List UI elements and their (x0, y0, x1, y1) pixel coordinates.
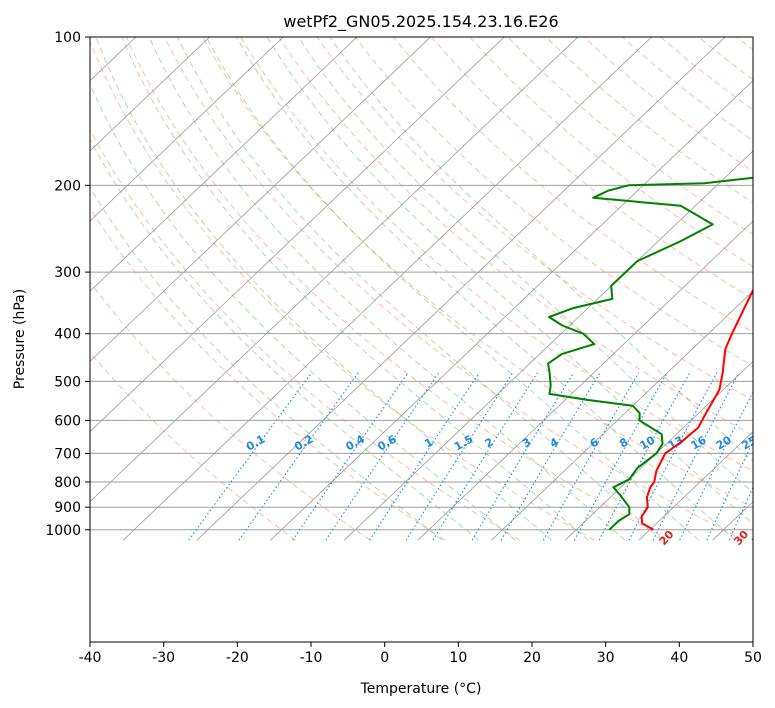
moist-adiabat-line (266, 37, 753, 525)
mixing-ratio-line (325, 372, 440, 541)
dewpoint-line (547, 176, 753, 531)
moist-adiabat-line (148, 37, 626, 541)
isotherm-line (270, 80, 753, 541)
moist-adiabat-line (329, 37, 753, 462)
y-tick-label: 1000 (45, 523, 81, 539)
dry-adiabat-line (240, 37, 753, 472)
y-tick-label: 200 (54, 178, 81, 194)
dry-adiabat-line (202, 37, 753, 509)
moist-adiabat-line (95, 37, 553, 541)
x-tick-label: -10 (300, 650, 323, 666)
isotherm-line (90, 37, 432, 362)
mixing-ratio-line (751, 536, 753, 541)
isotherm-line (491, 290, 753, 541)
mixing-ratio-line (238, 372, 359, 541)
y-tick-label: 600 (54, 413, 81, 429)
x-tick-label: 10 (449, 650, 467, 666)
y-axis-label: Pressure (hPa) (12, 289, 28, 389)
x-tick-label: 0 (380, 650, 389, 666)
mixing-ratio-line (188, 372, 313, 541)
isotherm-line (638, 430, 753, 541)
moist-adiabat-line (297, 37, 753, 494)
mixing-ratio-line (292, 372, 409, 541)
chart-title: wetPf2_GN05.2025.154.23.16.E26 (283, 12, 558, 32)
mixing-ratio-line (542, 372, 640, 541)
moist-adiabat-line (90, 83, 516, 541)
dry-adiabat-line (90, 128, 521, 541)
isotherm-line (90, 37, 358, 292)
x-tick-label: -40 (79, 650, 102, 666)
plot-frame (89, 36, 754, 643)
x-axis: -40 -30 -20 -10 0 10 20 30 40 50 (79, 642, 762, 666)
isotherm-line (90, 37, 211, 152)
x-tick-label: -30 (152, 650, 175, 666)
isotherm-line (90, 37, 505, 433)
isotherm-line (196, 37, 726, 541)
x-tick-label: 30 (597, 650, 615, 666)
background-lines (0, 26, 775, 541)
moist-adiabat-line (235, 37, 737, 541)
x-axis-label: Temperature (°C) (360, 681, 482, 697)
y-tick-label: 300 (54, 265, 81, 281)
dry-adiabat-line (90, 40, 595, 541)
dry-adiabat-line (90, 207, 446, 541)
x-tick-label: 40 (670, 650, 688, 666)
dry-adiabat-line (125, 37, 670, 541)
isotherm-line (90, 37, 579, 503)
x-tick-label: 20 (523, 650, 541, 666)
isotherm-line (122, 37, 653, 541)
dry-adiabat-line (430, 37, 753, 300)
x-tick-label: -20 (226, 650, 249, 666)
dry-adiabat-line (469, 37, 753, 268)
y-tick-label: 700 (54, 446, 81, 462)
moist-adiabat-line (176, 37, 663, 541)
y-tick-label: 900 (54, 500, 81, 516)
isotherm-line (90, 37, 284, 222)
y-tick-label: 800 (54, 475, 81, 491)
dry-adiabat-line (392, 37, 753, 333)
plot-area (90, 37, 753, 642)
y-axis: 100 200 300 400 500 600 700 800 900 1000 (45, 30, 90, 539)
dry-adiabat-line (761, 26, 775, 540)
mixing-ratio-line (652, 372, 740, 541)
moist-adiabat-line (205, 37, 700, 541)
moist-adiabat-line (90, 186, 443, 541)
isotherm-line (417, 220, 753, 541)
mixing-ratio-label: 30 (761, 433, 775, 452)
dry-adiabat-line (90, 280, 371, 541)
dry-adiabat-line (163, 37, 745, 541)
y-tick-label: 100 (54, 30, 81, 46)
x-tick-label: 50 (744, 650, 762, 666)
y-tick-label: 400 (54, 327, 81, 343)
mixing-ratio-line (500, 372, 601, 541)
mixing-ratio-line (369, 372, 480, 541)
mixing-ratio-line (405, 372, 514, 541)
mixing-ratio-line (628, 372, 718, 541)
mixing-ratio-line (573, 372, 668, 541)
temperature-line (640, 288, 753, 531)
mixing-ratio-label: 25 (739, 434, 759, 453)
profile-lines (547, 176, 753, 531)
y-tick-label: 500 (54, 374, 81, 390)
isotherm-line (0, 26, 74, 540)
dry-adiabat-line (90, 351, 296, 541)
moist-adiabat-line (121, 37, 589, 541)
